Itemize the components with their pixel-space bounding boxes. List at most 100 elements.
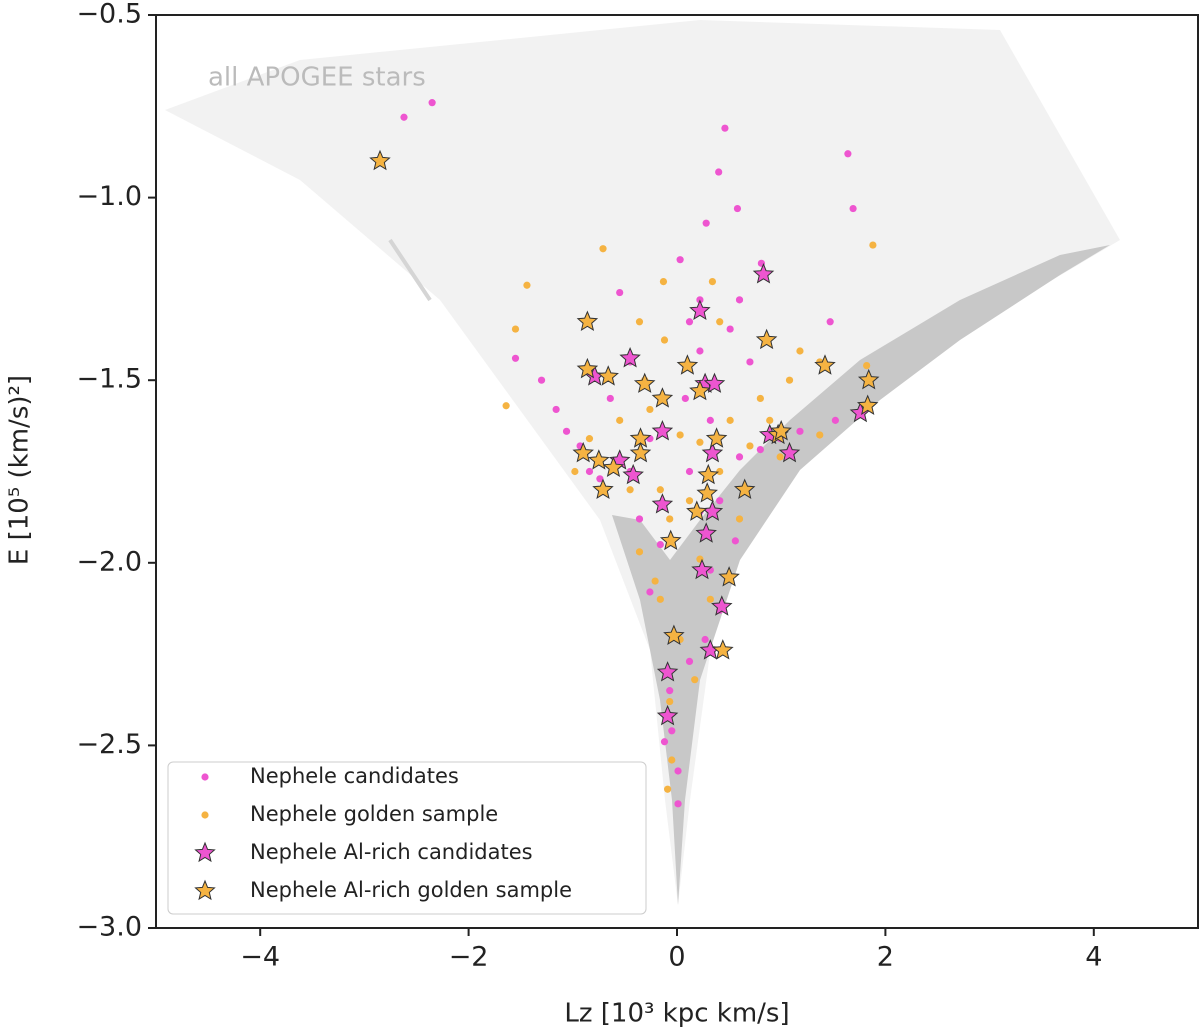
point: [733, 204, 742, 213]
annotation: all APOGEE stars: [208, 63, 426, 93]
star-point: [629, 441, 652, 463]
point: [660, 738, 669, 746]
star-point: [592, 478, 614, 499]
point: [746, 442, 754, 450]
star-point: [711, 595, 733, 616]
point: [666, 687, 674, 695]
star-point: [676, 354, 699, 375]
star-point: [602, 456, 625, 477]
star-point: [733, 478, 756, 499]
point: [635, 515, 644, 523]
star-point: [689, 299, 711, 320]
point: [726, 416, 734, 424]
star-point: [663, 624, 685, 645]
point: [715, 168, 723, 176]
point: [400, 113, 408, 121]
point: [666, 697, 674, 706]
point: [816, 431, 824, 439]
star-point: [576, 310, 599, 331]
x-axis-label: Lz [10³ kpc km/s]: [564, 999, 789, 1029]
star-point: [752, 262, 775, 284]
point: [849, 204, 857, 213]
y-tick-label: −0.5: [76, 0, 142, 30]
point: [766, 416, 774, 424]
x-tick-label: 4: [1085, 942, 1102, 973]
star-point: [718, 566, 740, 587]
point: [685, 467, 694, 476]
star-point: [695, 522, 717, 543]
point: [585, 467, 594, 476]
point: [685, 497, 694, 505]
point: [585, 435, 594, 443]
point: [599, 245, 607, 253]
point: [785, 376, 794, 384]
background-cloud: [165, 20, 1120, 905]
y-tick-label: −3.0: [76, 912, 142, 943]
x-tick-label: 2: [877, 942, 894, 973]
point: [635, 318, 644, 326]
point: [659, 277, 668, 286]
star-point: [705, 427, 728, 448]
star-point: [856, 394, 879, 415]
y-tick-label: −2.5: [76, 729, 142, 760]
point: [731, 537, 739, 545]
point: [746, 358, 754, 366]
point: [696, 347, 704, 355]
legend-label: Nephele Al-rich golden sample: [250, 878, 572, 902]
point: [691, 676, 699, 684]
point: [706, 416, 714, 424]
point: [681, 394, 689, 403]
point: [562, 427, 571, 435]
point: [635, 548, 644, 556]
star-point: [651, 493, 674, 514]
star-point: [814, 354, 836, 375]
point: [511, 325, 520, 333]
x-tick-label: −4: [240, 942, 280, 973]
point: [685, 657, 694, 666]
point: [702, 219, 710, 227]
star-point: [651, 419, 674, 441]
point: [831, 416, 839, 424]
point: [796, 427, 804, 435]
point: [685, 318, 694, 326]
star-point: [633, 372, 656, 393]
point: [756, 445, 764, 454]
y-axis-label: E [10⁵ (km/s)²]: [5, 375, 35, 565]
point: [863, 361, 871, 370]
point: [716, 318, 724, 326]
point: [696, 438, 704, 446]
point: [537, 376, 546, 384]
legend-label: Nephele golden sample: [250, 802, 498, 826]
legend: [167, 761, 647, 915]
point: [676, 431, 684, 439]
y-tick-label: −2.0: [76, 546, 142, 577]
point: [502, 402, 510, 410]
point: [646, 405, 654, 414]
point: [646, 588, 654, 596]
legend-marker: [194, 879, 216, 901]
star-point: [697, 463, 720, 485]
legend-marker: [201, 773, 209, 781]
background-stream: [388, 238, 432, 302]
star-point: [686, 500, 708, 521]
point: [716, 467, 724, 476]
point: [674, 800, 682, 808]
point: [664, 785, 672, 793]
point: [596, 475, 604, 483]
point: [708, 277, 717, 286]
point: [656, 486, 664, 494]
point: [735, 453, 744, 461]
legend-marker: [194, 841, 216, 863]
point: [735, 296, 744, 304]
point: [756, 394, 764, 403]
point: [844, 150, 852, 158]
y-tick-label: −1.5: [76, 364, 142, 395]
star-point: [689, 379, 711, 401]
point: [656, 540, 664, 549]
point: [726, 325, 734, 333]
point: [735, 515, 744, 523]
point: [869, 241, 877, 249]
point: [706, 595, 714, 603]
star-point: [572, 441, 594, 463]
